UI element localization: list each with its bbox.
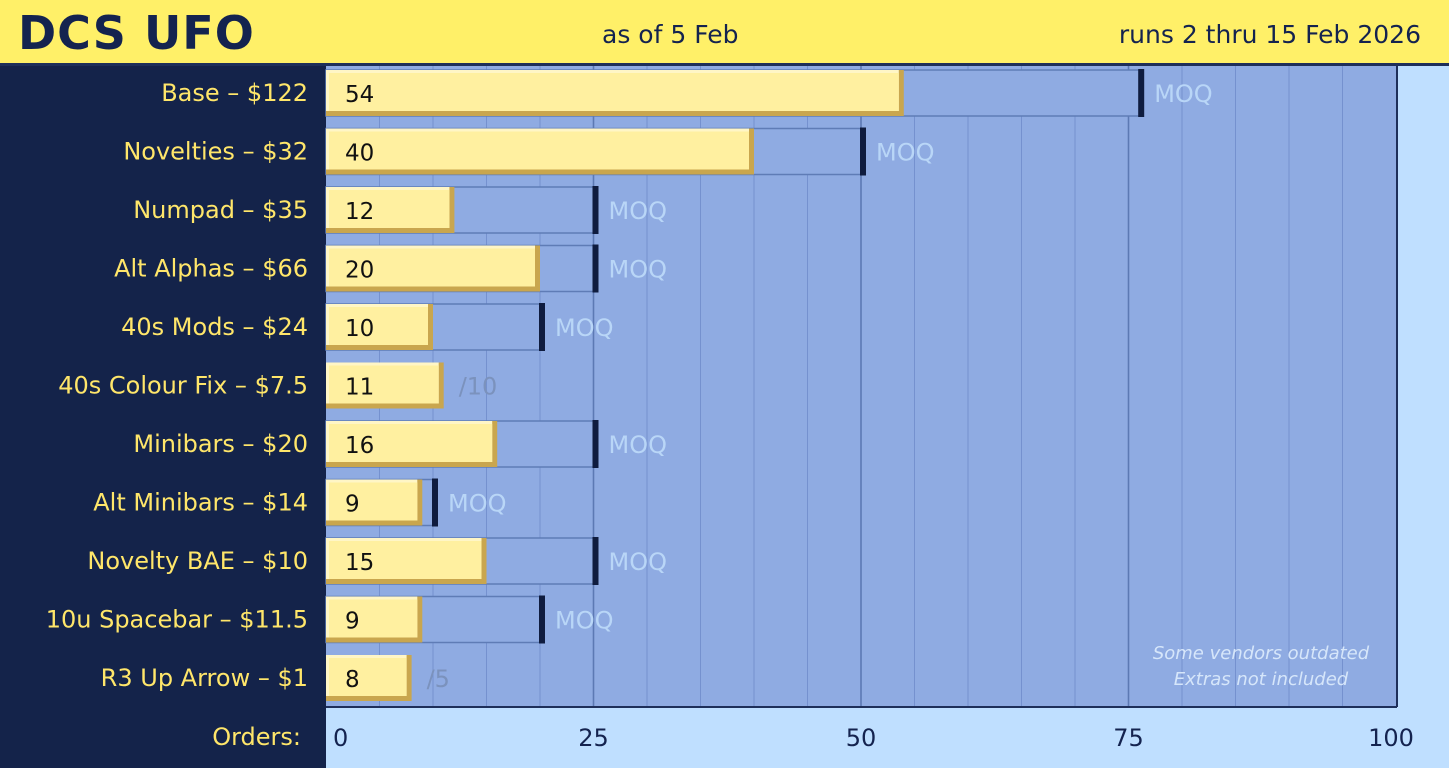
category-label: Alt Minibars – $14	[93, 489, 308, 517]
category-label: 10u Spacebar – $11.5	[46, 606, 308, 634]
bar-value-label: 9	[345, 609, 360, 635]
target-marker	[860, 127, 866, 176]
page-title: DCS UFO	[18, 6, 255, 60]
bar	[329, 307, 428, 345]
category-sidebar	[0, 66, 326, 768]
bar-value-label: 54	[345, 82, 374, 108]
category-label: Base – $122	[161, 79, 308, 107]
target-label: /5	[427, 665, 450, 693]
bar-value-label: 12	[345, 199, 374, 225]
target-marker	[592, 186, 599, 234]
bar-value-label: 20	[345, 258, 374, 284]
bars-group: 54 MOQ 40 MOQ 12 MOQ 20 MOQ 10 MOQ 11/10 16 MOQ 9 MOQ 1…	[325, 69, 1213, 701]
x-axis-ticks: 0 25 50 75 100	[333, 724, 1414, 752]
bar	[329, 131, 749, 170]
target-label: MOQ	[876, 139, 935, 167]
header-banner: DCS UFO as of 5 Feb runs 2 thru 15 Feb 2…	[0, 0, 1449, 66]
category-label: Novelty BAE – $10	[87, 547, 308, 575]
target-marker	[432, 478, 438, 527]
as-of-date: as of 5 Feb	[602, 20, 739, 49]
category-label: Numpad – $35	[133, 196, 308, 224]
target-label: MOQ	[609, 431, 668, 459]
x-tick-label: 75	[1113, 724, 1144, 752]
bar	[329, 541, 482, 579]
target-marker	[539, 595, 545, 644]
category-labels: Base – $122 Novelties – $32 Numpad – $35 Al…	[46, 79, 308, 692]
target-marker	[592, 244, 599, 293]
bar	[329, 424, 493, 462]
target-label: MOQ	[609, 548, 668, 576]
x-tick-label: 100	[1368, 724, 1414, 752]
target-label: MOQ	[609, 197, 668, 225]
category-label: Novelties – $32	[123, 138, 308, 166]
bar-value-label: 16	[345, 433, 374, 459]
bar	[329, 482, 418, 521]
category-label: Minibars – $20	[133, 430, 308, 458]
target-label: MOQ	[555, 314, 614, 342]
bar-value-label: 15	[345, 550, 374, 576]
bar-value-label: 40	[345, 141, 374, 167]
target-label: MOQ	[448, 490, 507, 518]
category-label: 40s Colour Fix – $7.5	[58, 372, 308, 400]
bar	[329, 73, 899, 111]
bar	[329, 190, 450, 228]
target-marker	[592, 420, 599, 468]
target-label: /10	[459, 373, 498, 401]
target-marker	[1138, 69, 1145, 117]
target-marker	[592, 537, 599, 585]
target-marker	[539, 303, 545, 351]
bar-value-label: 11	[345, 375, 374, 401]
target-label: MOQ	[555, 607, 614, 635]
bar	[329, 248, 535, 287]
x-tick-label: 0	[333, 724, 348, 752]
category-label: Alt Alphas – $66	[114, 255, 308, 283]
bar-value-label: 9	[345, 492, 360, 518]
target-label: MOQ	[1154, 80, 1213, 108]
annotation-extras: Extras not included	[1174, 669, 1349, 690]
category-label: R3 Up Arrow – $1	[101, 664, 308, 692]
bar-value-label: 8	[345, 667, 360, 693]
bar	[329, 599, 418, 638]
x-axis-label: Orders:	[212, 723, 301, 751]
bar	[329, 365, 439, 404]
run-dates: runs 2 thru 15 Feb 2026	[1118, 20, 1421, 49]
annotation-outdated: Some vendors outdated	[1153, 643, 1370, 664]
x-tick-label: 25	[578, 724, 609, 752]
target-label: MOQ	[609, 256, 668, 284]
bar	[329, 658, 407, 696]
category-label: 40s Mods – $24	[121, 313, 308, 341]
x-tick-label: 50	[846, 724, 877, 752]
bar-value-label: 10	[345, 316, 374, 342]
